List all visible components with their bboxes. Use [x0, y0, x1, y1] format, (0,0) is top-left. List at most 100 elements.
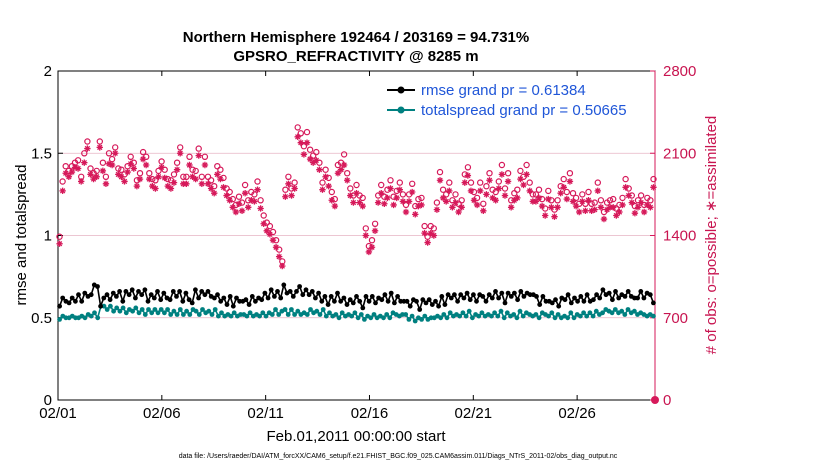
obs-possible-point [424, 233, 431, 240]
obs-assimilated-point [501, 192, 509, 199]
obs-assimilated-point [245, 204, 252, 211]
obs-assimilated-point [108, 161, 116, 169]
totalspread-point [492, 310, 497, 316]
y-tick-label: 2 [44, 63, 52, 80]
obs-assimilated-point [248, 197, 255, 204]
obs-possible-point [362, 225, 369, 232]
totalspread-point [514, 315, 520, 321]
obs-possible-point [464, 164, 472, 171]
obs-assimilated-point [275, 253, 283, 260]
obs-assimilated-point [613, 212, 620, 219]
rmse-point [480, 294, 486, 299]
obs-assimilated-point [603, 206, 611, 213]
obs-possible-point [492, 188, 499, 196]
obs-possible-point [622, 175, 629, 183]
obs-assimilated-point [235, 200, 243, 207]
rmse-point [407, 303, 413, 309]
obs-assimilated-point [622, 184, 629, 191]
obs-assimilated-point [381, 200, 388, 207]
obs-assimilated-point [347, 192, 354, 199]
obs-possible-point [415, 195, 422, 203]
obs-assimilated-point [65, 173, 73, 180]
obs-assimilated-point [331, 202, 339, 210]
obs-possible-point [93, 167, 100, 175]
obs-assimilated-point [415, 202, 422, 210]
rmse-point [350, 300, 356, 306]
rmse-point [69, 295, 75, 301]
y-right-tick-label: 700 [663, 310, 688, 327]
obs-possible-point [399, 191, 407, 198]
obs-assimilated-point [576, 208, 583, 216]
legend-rmse-marker [397, 86, 405, 94]
obs-possible-point [378, 181, 385, 189]
totalspread-point [95, 315, 101, 321]
obs-assimilated-point [303, 139, 311, 146]
totalspread-point [177, 307, 183, 312]
obs-assimilated-point [628, 199, 635, 206]
obs-possible-point [291, 179, 298, 186]
rmse-point [489, 295, 495, 301]
obs-possible-point [637, 192, 645, 199]
rmse-point [272, 294, 277, 299]
obs-assimilated-point [220, 184, 227, 191]
obs-assimilated-point [102, 180, 110, 187]
rmse-point [316, 290, 321, 296]
totalspread-point [108, 303, 113, 309]
obs-possible-point [402, 201, 410, 209]
rmse-point [186, 297, 192, 303]
obs-assimilated-point [467, 187, 475, 195]
rmse-point [344, 302, 350, 307]
rmse-point [230, 303, 236, 309]
obs-possible-point [371, 220, 379, 227]
obs-assimilated-point [566, 178, 574, 185]
obs-possible-point [118, 166, 125, 173]
totalspread-point [476, 313, 482, 319]
obs-assimilated-point [81, 159, 88, 166]
obs-assimilated-point [279, 262, 286, 270]
rmse-point [180, 298, 186, 304]
obs-possible-point [610, 195, 617, 203]
obs-possible-point [526, 179, 533, 186]
rmse-point [584, 292, 590, 298]
obs-assimilated-point [337, 166, 345, 173]
obs-assimilated-point [167, 185, 175, 192]
rmse-point [88, 292, 94, 298]
obs-possible-point [501, 185, 509, 192]
obs-assimilated-point [291, 185, 298, 192]
obs-assimilated-point [238, 207, 246, 215]
totalspread-point [269, 312, 275, 317]
obs-assimilated-point [535, 194, 543, 202]
totalspread-point [352, 310, 358, 316]
totalspread-point [152, 307, 158, 312]
rmse-point [461, 295, 467, 301]
obs-possible-point [597, 197, 605, 204]
obs-assimilated-point [59, 187, 66, 195]
rmse-point [290, 294, 296, 299]
obs-assimilated-point [597, 204, 605, 211]
obs-assimilated-point [449, 204, 456, 211]
totalspread-point [438, 315, 444, 321]
rmse-point [392, 300, 397, 306]
rmse-point [95, 284, 100, 289]
obs-assimilated-point [433, 206, 441, 213]
rmse-point [625, 289, 631, 294]
totalspread-point [247, 310, 253, 316]
rmse-point [436, 303, 441, 309]
legend-spread-label: totalspread grand pr = 0.50665 [421, 102, 627, 119]
rmse-point [215, 292, 220, 298]
totalspread-point [441, 312, 447, 317]
rmse-point [572, 295, 577, 301]
obs-possible-point [251, 191, 258, 198]
obs-assimilated-point [588, 207, 595, 215]
obs-possible-point [588, 200, 595, 207]
obs-possible-point [344, 169, 351, 177]
obs-assimilated-point [640, 208, 648, 216]
obs-assimilated-point [489, 194, 496, 202]
rmse-point [341, 295, 347, 301]
obs-assimilated-point [251, 198, 258, 205]
totalspread-point [320, 307, 326, 312]
rmse-point [297, 284, 302, 289]
obs-assimilated-point [443, 198, 450, 205]
obs-assimilated-point [263, 227, 270, 234]
obs-assimilated-point [421, 229, 428, 237]
